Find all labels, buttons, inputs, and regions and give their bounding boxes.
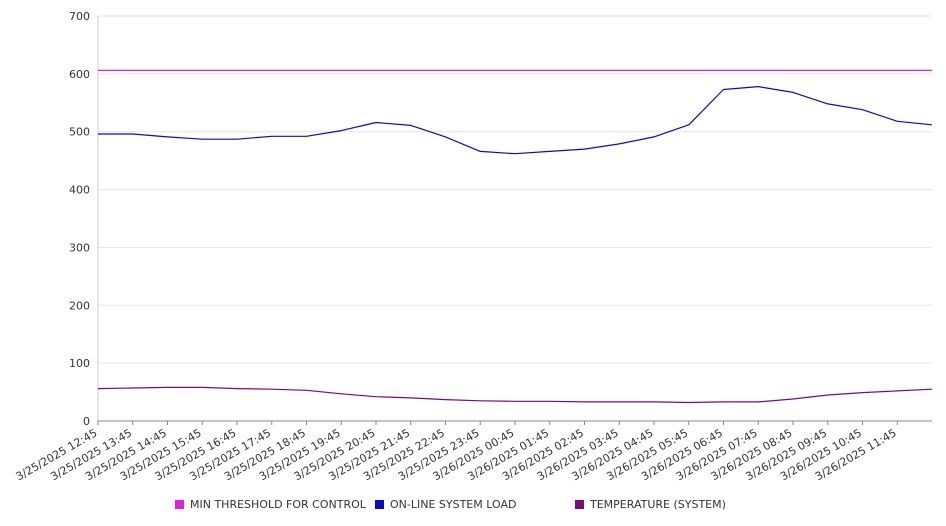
y-tick-label-700: 700: [69, 10, 90, 23]
grid-lines: [98, 15, 932, 364]
legend-swatch-online-system-load: [375, 500, 384, 509]
series-lines: [97, 69, 933, 404]
legend-label-online-system-load: ON-LINE SYSTEM LOAD: [390, 498, 517, 511]
legend-swatch-min-threshold: [175, 500, 184, 509]
y-tick-label-100: 100: [69, 357, 90, 370]
y-tick-label-400: 400: [69, 184, 90, 197]
y-tick-label-0: 0: [83, 415, 90, 428]
series-line-1: [98, 85, 933, 155]
legend-item-online-system-load[interactable]: ON-LINE SYSTEM LOAD: [375, 498, 516, 511]
axes: [97, 16, 932, 425]
x-axis-tick-labels: 3/25/2025 12:453/25/2025 13:453/25/2025 …: [14, 426, 899, 483]
legend: MIN THRESHOLD FOR CONTROL ON-LINE SYSTEM…: [0, 498, 946, 514]
y-tick-label-200: 200: [69, 299, 90, 312]
legend-item-min-threshold[interactable]: MIN THRESHOLD FOR CONTROL: [175, 498, 366, 511]
y-axis-tick-labels: 0 100 200 300 400 500 600 700: [69, 10, 90, 428]
series-line-2: [97, 386, 933, 404]
y-tick-label-600: 600: [69, 68, 90, 81]
y-tick-label-500: 500: [69, 126, 90, 139]
legend-label-temperature-system: TEMPERATURE (SYSTEM): [590, 498, 726, 511]
legend-label-min-threshold: MIN THRESHOLD FOR CONTROL: [190, 498, 366, 511]
legend-item-temperature-system[interactable]: TEMPERATURE (SYSTEM): [575, 498, 726, 511]
y-tick-label-300: 300: [69, 241, 90, 254]
legend-swatch-temperature-system: [575, 500, 584, 509]
